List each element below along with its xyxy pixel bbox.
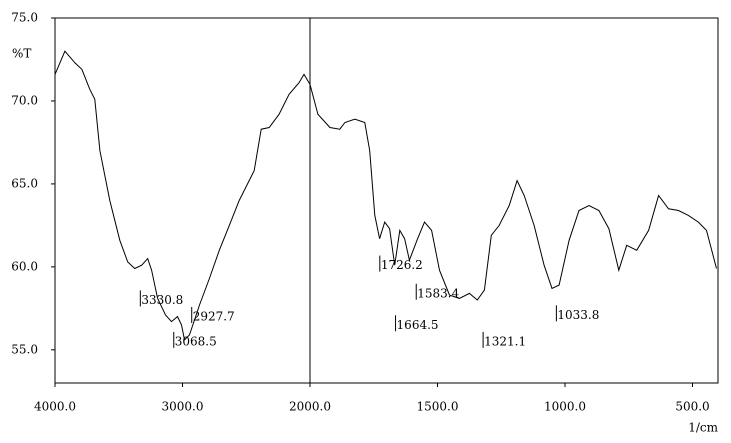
- peak-label: 1033.8: [557, 308, 599, 322]
- peak-label: 1583.4: [417, 286, 459, 300]
- y-tick-label: 65.0: [11, 176, 38, 190]
- spectrum-line: [54, 50, 717, 341]
- y-tick-label: 55.0: [11, 342, 38, 356]
- x-tick-label: 1500.0: [417, 400, 459, 414]
- peak-label: 2927.7: [193, 309, 235, 323]
- peak-label: 1321.1: [484, 334, 526, 348]
- x-tick-label: 4000.0: [34, 400, 76, 414]
- x-axis-label: 1/cm: [688, 421, 718, 435]
- y-tick-label: 70.0: [11, 93, 38, 107]
- peak-label: 3330.8: [141, 293, 183, 307]
- x-tick-label: 1000.0: [544, 400, 586, 414]
- peak-label: 1726.2: [381, 258, 423, 272]
- plot-frame: [54, 17, 719, 384]
- x-tick-label: 3000.0: [162, 400, 204, 414]
- peak-label: 1664.5: [397, 318, 439, 332]
- y-tick-label: 60.0: [11, 259, 38, 273]
- y-tick-label: 75.0: [11, 11, 38, 25]
- peak-label: 3068.5: [175, 334, 217, 348]
- y-axis-label: %T: [12, 47, 31, 61]
- x-tick-label: 2000.0: [289, 400, 331, 414]
- x-tick-label: 500.0: [675, 400, 709, 414]
